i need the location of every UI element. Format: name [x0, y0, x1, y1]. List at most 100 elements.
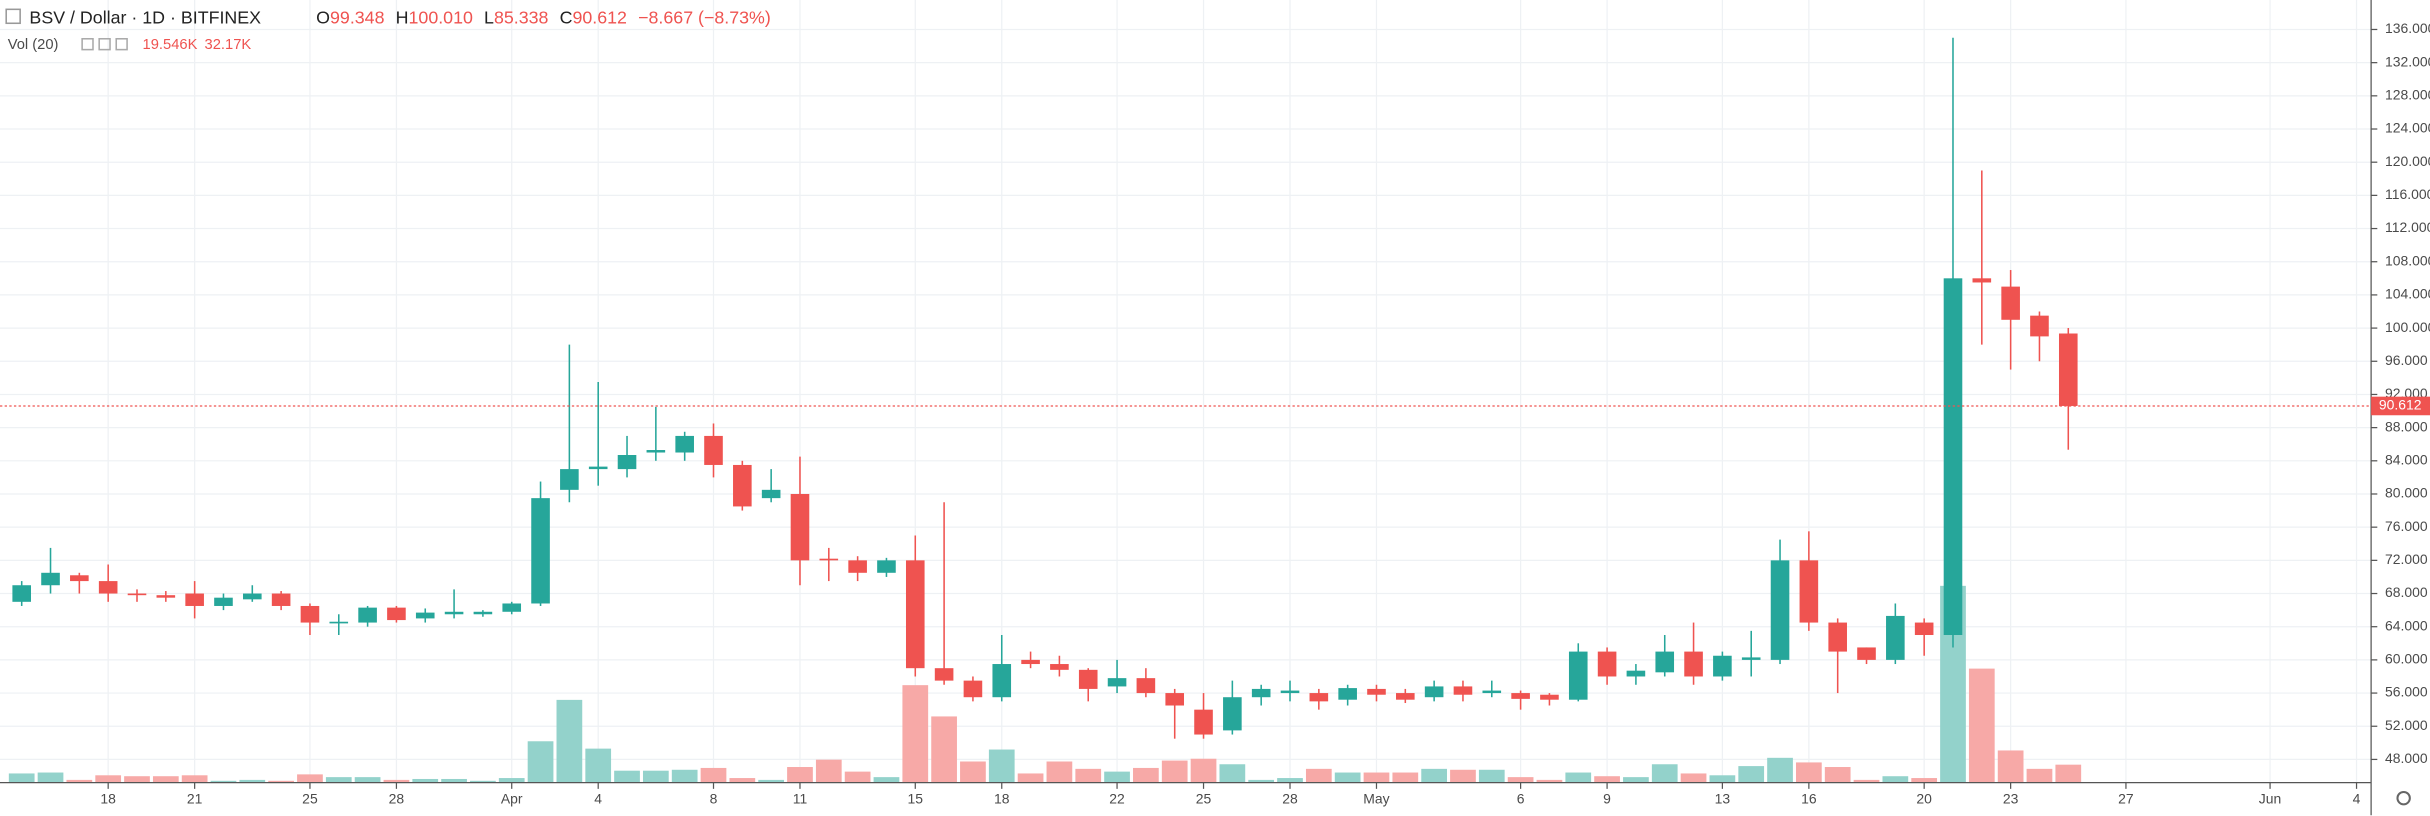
- l-value: 85.338: [494, 7, 549, 27]
- y-tick-label: 72.000: [2385, 551, 2428, 567]
- x-tick-label: 28: [389, 790, 405, 806]
- volume-bar: [470, 780, 496, 783]
- y-tick-label: 116.000: [2385, 186, 2430, 202]
- volume-bar: [585, 748, 612, 783]
- candle-body: [877, 560, 896, 573]
- y-tick-label: 80.000: [2385, 485, 2428, 501]
- candle-body: [646, 450, 666, 453]
- y-tick-label: 76.000: [2385, 518, 2428, 534]
- volume-bar: [1997, 750, 2024, 783]
- y-tick-label: 124.000: [2385, 120, 2430, 136]
- volume-bar: [1219, 764, 1246, 783]
- candle-body: [473, 611, 493, 615]
- candle-body: [2030, 315, 2049, 337]
- y-tick-label: 60.000: [2385, 651, 2428, 667]
- volume-bar: [1767, 757, 1793, 783]
- candle-body: [1799, 560, 1819, 623]
- candle-body: [1857, 647, 1876, 660]
- candle-body: [1367, 688, 1386, 695]
- candle-body: [1453, 686, 1473, 695]
- candle-body: [1396, 693, 1415, 700]
- x-tick-label: 27: [2118, 790, 2134, 806]
- y-tick-label: 52.000: [2385, 717, 2428, 733]
- y-tick-label: 112.000: [2385, 219, 2430, 235]
- volume-bar: [931, 716, 957, 783]
- y-tick-label: 100.000: [2385, 319, 2430, 335]
- y-tick-label: 64.000: [2385, 617, 2428, 633]
- candle-body: [1165, 693, 1185, 706]
- volume-label[interactable]: Vol (20): [8, 37, 59, 53]
- candle-body: [41, 572, 60, 586]
- h-key: H: [396, 7, 409, 27]
- collapse-icon[interactable]: [5, 8, 21, 25]
- candle-body: [243, 593, 262, 600]
- y-tick-label: 84.000: [2385, 451, 2428, 467]
- candle-body: [617, 455, 637, 470]
- candle-body: [444, 611, 464, 615]
- candle-body: [358, 607, 377, 623]
- volume-bar: [1853, 779, 1880, 783]
- volume-bar: [1305, 768, 1332, 783]
- candle-body: [1540, 694, 1559, 700]
- settings[interactable]: [2396, 790, 2411, 806]
- volume-bar: [498, 778, 525, 783]
- volume-bar: [1623, 777, 1649, 783]
- volume-bar: [124, 776, 150, 783]
- icon[interactable]: [115, 37, 128, 51]
- x-tick-label: 25: [302, 790, 318, 806]
- l-key: L: [484, 7, 494, 27]
- x-tick-label: 25: [1196, 790, 1212, 806]
- candle-body: [300, 605, 320, 623]
- candle-body: [1194, 709, 1213, 735]
- c-key: C: [560, 7, 573, 27]
- candle-body: [156, 595, 176, 598]
- volume-bar: [1392, 772, 1419, 783]
- volume-bar: [729, 778, 756, 783]
- ohlc-legend: O99.348 H100.010 L85.338 C90.612 −8.667 …: [316, 7, 771, 27]
- candle-body: [704, 435, 723, 465]
- x-tick-label: 4: [594, 790, 602, 806]
- candle-body: [1770, 560, 1790, 660]
- volume-bar: [1363, 772, 1390, 783]
- volume-value: 19.546K: [143, 37, 198, 53]
- icon[interactable]: [81, 37, 94, 51]
- volume-bar: [787, 767, 813, 783]
- candle-body: [675, 435, 694, 453]
- candle-body: [2001, 286, 2020, 320]
- volume-bar: [1565, 772, 1592, 783]
- volume-bar: [614, 770, 640, 783]
- volume-bar: [1507, 777, 1534, 783]
- candle-body: [329, 621, 349, 624]
- y-tick-label: 132.000: [2385, 53, 2430, 69]
- x-tick-label: 18: [100, 790, 116, 806]
- candle-body: [1280, 690, 1300, 694]
- symbol[interactable]: BSV / Dollar · 1D · BITFINEX: [29, 7, 261, 27]
- candle-body: [1309, 693, 1329, 702]
- y-tick-label: 128.000: [2385, 87, 2430, 103]
- x-tick-label: 8: [710, 790, 718, 806]
- candle-body: [1972, 278, 1992, 283]
- volume-bar: [383, 779, 410, 783]
- candle-body: [1251, 688, 1271, 698]
- icon[interactable]: [98, 37, 111, 51]
- candle-body: [934, 668, 954, 681]
- candle-body: [1050, 664, 1069, 670]
- y-tick-label: 48.000: [2385, 750, 2428, 766]
- h-value: 100.010: [409, 7, 473, 27]
- volume-bar: [1421, 768, 1447, 783]
- volume-bar: [2026, 768, 2053, 783]
- volume-bar: [1046, 761, 1073, 783]
- candle-body: [1943, 278, 1963, 636]
- o-value: 99.348: [330, 7, 385, 27]
- c-value: 90.612: [572, 7, 627, 27]
- candle-body: [1078, 669, 1098, 689]
- volume-bar: [873, 777, 900, 783]
- settings-icon[interactable]: [2396, 790, 2411, 806]
- x-tick-label: 28: [1282, 790, 1298, 806]
- volume-bar: [988, 749, 1015, 783]
- candle-body: [588, 466, 608, 470]
- candle-body: [185, 593, 204, 606]
- x-tick-label: 11: [793, 790, 808, 806]
- volume-bar: [441, 778, 467, 783]
